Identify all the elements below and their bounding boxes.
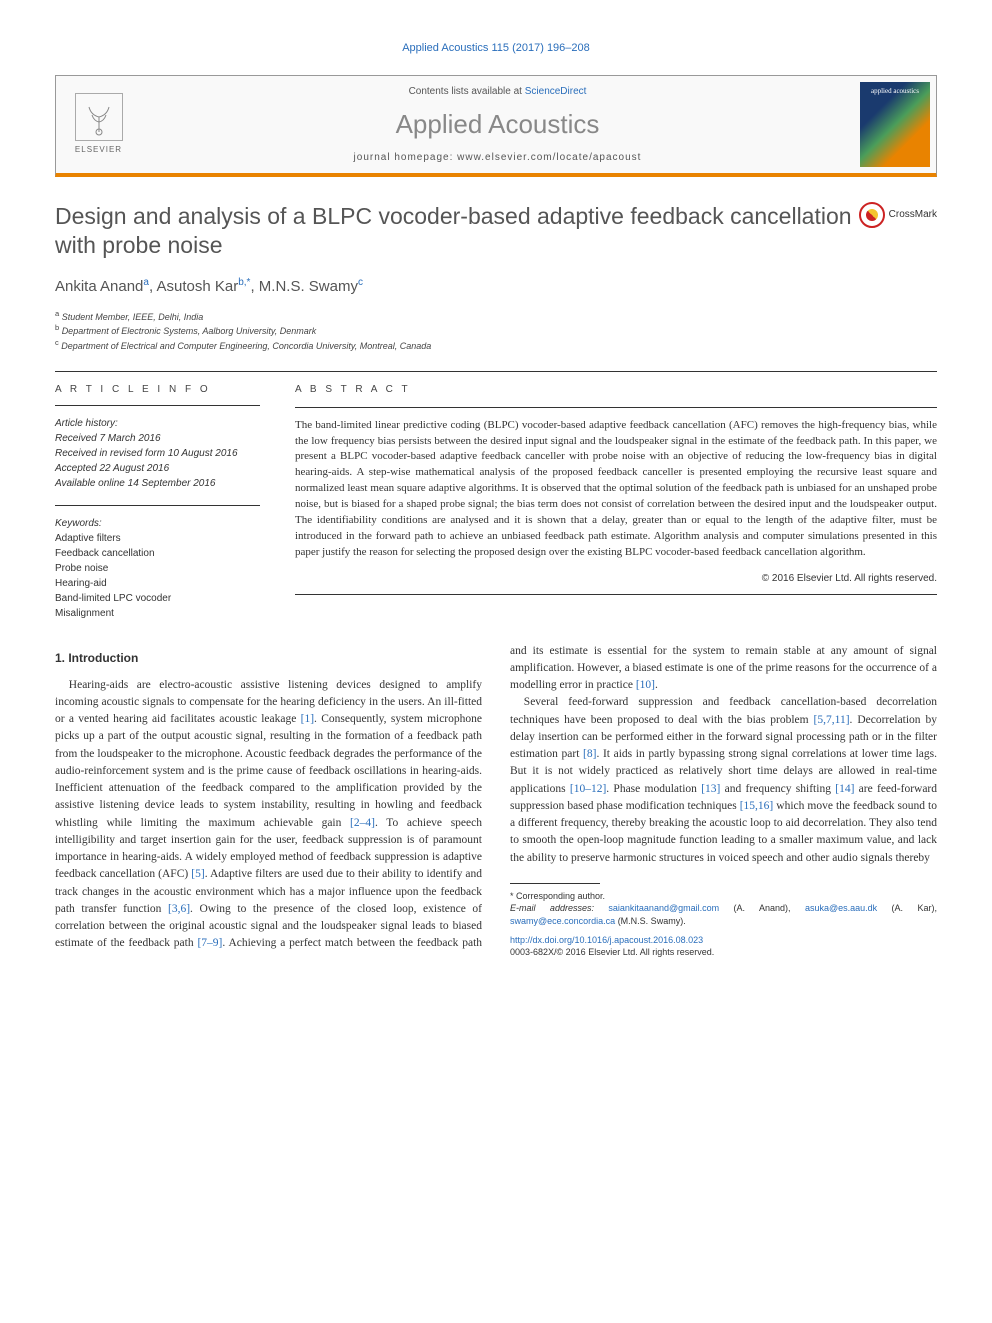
keywords-label: Keywords: [55, 516, 260, 531]
citation-5-7-11[interactable]: [5,7,11] [814, 714, 850, 726]
crossmark-badge[interactable]: CrossMark [859, 202, 937, 228]
article-title: Design and analysis of a BLPC vocoder-ba… [55, 202, 859, 262]
journal-reference: Applied Acoustics 115 (2017) 196–208 [55, 40, 937, 57]
divider [55, 371, 937, 372]
citation-10-12[interactable]: [10–12] [570, 783, 606, 795]
affiliation-c: c Department of Electrical and Computer … [55, 338, 937, 353]
publisher-logo: ELSEVIER [56, 85, 141, 164]
affiliations: a Student Member, IEEE, Delhi, India b D… [55, 309, 937, 353]
author-1: Ankita Ananda [55, 278, 149, 295]
citation-15-16[interactable]: [15,16] [740, 800, 774, 812]
email-author-3[interactable]: swamy@ece.concordia.ca [510, 916, 615, 926]
keyword-4: Hearing-aid [55, 576, 260, 591]
issn-copyright: 0003-682X/© 2016 Elsevier Ltd. All right… [510, 947, 714, 957]
abstract-divider [295, 407, 937, 408]
history-accepted: Accepted 22 August 2016 [55, 461, 260, 476]
body-two-column: 1. Introduction Hearing-aids are electro… [55, 643, 937, 959]
author-3: M.N.S. Swamyc [259, 278, 363, 295]
citation-7-9[interactable]: [7–9] [197, 937, 222, 949]
citation-10[interactable]: [10] [636, 679, 655, 691]
citation-8[interactable]: [8] [583, 748, 596, 760]
homepage-url[interactable]: www.elsevier.com/locate/apacoust [457, 152, 641, 163]
doi-link[interactable]: http://dx.doi.org/10.1016/j.apacoust.201… [510, 935, 703, 945]
journal-header: ELSEVIER Contents lists available at Sci… [55, 75, 937, 177]
keyword-2: Feedback cancellation [55, 546, 260, 561]
email-addresses: E-mail addresses: saiankitaanand@gmail.c… [510, 902, 937, 927]
abstract-bottom-divider [295, 594, 937, 595]
publisher-name: ELSEVIER [75, 144, 122, 156]
author-2: Asutosh Karb,* [156, 278, 250, 295]
journal-homepage: journal homepage: www.elsevier.com/locat… [141, 150, 854, 165]
citation-3-6[interactable]: [3,6] [168, 903, 190, 915]
history-label: Article history: [55, 416, 260, 431]
abstract-copyright: © 2016 Elsevier Ltd. All rights reserved… [295, 571, 937, 586]
corresponding-note: * Corresponding author. [510, 890, 937, 903]
elsevier-tree-icon [75, 93, 123, 141]
contents-available: Contents lists available at ScienceDirec… [141, 84, 854, 99]
crossmark-icon [859, 202, 885, 228]
corresponding-author-footnote: * Corresponding author. E-mail addresses… [510, 883, 937, 959]
history-revised: Received in revised form 10 August 2016 [55, 446, 260, 461]
affiliation-a: a Student Member, IEEE, Delhi, India [55, 309, 937, 324]
keyword-5: Band-limited LPC vocoder [55, 591, 260, 606]
info-divider [55, 405, 260, 406]
keywords-divider [55, 505, 260, 506]
citation-5[interactable]: [5] [191, 868, 204, 880]
journal-name: Applied Acoustics [141, 105, 854, 144]
abstract-column: A B S T R A C T The band-limited linear … [295, 382, 937, 621]
section-1-heading: 1. Introduction [55, 649, 482, 667]
abstract-text: The band-limited linear predictive codin… [295, 418, 937, 561]
affiliation-b: b Department of Electronic Systems, Aalb… [55, 323, 937, 338]
history-received: Received 7 March 2016 [55, 431, 260, 446]
citation-13[interactable]: [13] [701, 783, 720, 795]
journal-cover-thumbnail: applied acoustics [860, 82, 930, 167]
keyword-1: Adaptive filters [55, 531, 260, 546]
sciencedirect-link[interactable]: ScienceDirect [525, 86, 587, 97]
citation-14[interactable]: [14] [835, 783, 854, 795]
article-info-heading: A R T I C L E I N F O [55, 382, 260, 397]
email-author-1[interactable]: saiankitaanand@gmail.com [608, 903, 719, 913]
citation-2-4[interactable]: [2–4] [350, 817, 375, 829]
history-online: Available online 14 September 2016 [55, 476, 260, 491]
keyword-3: Probe noise [55, 561, 260, 576]
citation-1[interactable]: [1] [301, 713, 314, 725]
intro-paragraph-2: Several feed-forward suppression and fee… [510, 694, 937, 867]
article-info-sidebar: A R T I C L E I N F O Article history: R… [55, 382, 260, 621]
abstract-heading: A B S T R A C T [295, 382, 937, 397]
keyword-6: Misalignment [55, 606, 260, 621]
email-author-2[interactable]: asuka@es.aau.dk [805, 903, 877, 913]
author-list: Ankita Ananda, Asutosh Karb,*, M.N.S. Sw… [55, 275, 937, 299]
